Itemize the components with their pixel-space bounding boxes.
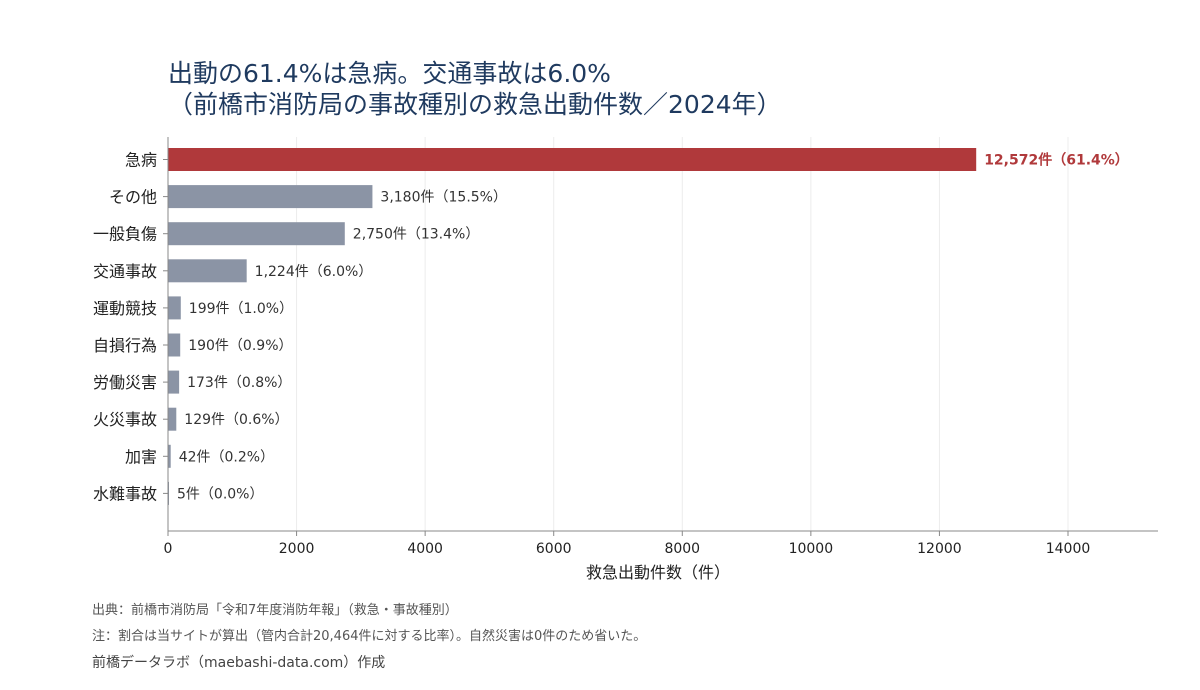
bar (168, 185, 373, 209)
data-label: 129件（0.6%） (184, 412, 288, 428)
bar (168, 370, 180, 394)
source-note: 出典：前橋市消防局「令和7年度消防年報」（救急・事故種別） (92, 603, 458, 618)
category-label: その他 (109, 188, 157, 207)
data-label: 199件（1.0%） (189, 301, 293, 317)
x-tick-label: 14000 (1046, 541, 1091, 557)
credit-note: 前橋データラボ（maebashi-data.com）作成 (92, 655, 386, 671)
x-tick-label: 10000 (789, 541, 834, 557)
data-label: 173件（0.8%） (187, 375, 291, 391)
bar-chart: 12,572件（61.4%） 3,180件（15.5%） 2,750件（13.4%）… (93, 137, 1158, 582)
category-label: 運動競技 (93, 299, 157, 318)
x-tick-label: 0 (164, 541, 173, 557)
gridlines (167, 137, 1069, 531)
category-label: 加害 (125, 447, 157, 466)
bar (168, 407, 177, 431)
bar (168, 148, 977, 171)
category-label: 水難事故 (93, 484, 157, 503)
x-tick-label: 8000 (664, 541, 700, 557)
category-label: 労働災害 (93, 373, 157, 392)
x-tick-label: 12000 (917, 541, 962, 557)
x-axis-label: 救急出動件数（件） (586, 563, 730, 582)
data-label: 42件（0.2%） (179, 449, 274, 465)
category-label: 火災事故 (93, 410, 157, 429)
data-label: 12,572件（61.4%） (984, 152, 1129, 169)
data-label: 5件（0.0%） (177, 486, 263, 502)
category-label: 交通事故 (93, 262, 157, 281)
bar (168, 444, 171, 468)
data-label: 2,750件（13.4%） (353, 227, 480, 243)
chart-title-line-2: （前橋市消防局の事故種別の救急出動件数／2024年） (168, 90, 782, 119)
category-label: 一般負傷 (93, 225, 157, 244)
bar (168, 296, 181, 320)
chart-title-line-1: 出動の61.4%は急病。交通事故は6.0% (168, 59, 611, 88)
data-label: 3,180件（15.5%） (380, 190, 507, 206)
x-tick-label: 4000 (407, 541, 443, 557)
bar (168, 222, 345, 246)
chart-title: 出動の61.4%は急病。交通事故は6.0% （前橋市消防局の事故種別の救急出動件… (168, 58, 782, 120)
category-label: 急病 (125, 151, 157, 170)
footnotes: 出典：前橋市消防局「令和7年度消防年報」（救急・事故種別） 注：割合は当サイトが… (92, 598, 646, 676)
category-label: 自損行為 (93, 336, 157, 355)
data-label: 1,224件（6.0%） (255, 264, 373, 280)
x-tick-label: 6000 (536, 541, 572, 557)
bars: 12,572件（61.4%） 3,180件（15.5%） 2,750件（13.4%）… (168, 148, 1129, 505)
data-label: 190件（0.9%） (188, 338, 292, 354)
bar (168, 259, 247, 283)
x-tick-label: 2000 (279, 541, 315, 557)
bar (168, 333, 181, 357)
calc-note: 注：割合は当サイトが算出（管内合計20,464件に対する比率）。自然災害は0件の… (92, 629, 647, 644)
axes: 0 2000 4000 6000 8000 10000 12000 14000 急病その他一般負… (93, 137, 1158, 557)
